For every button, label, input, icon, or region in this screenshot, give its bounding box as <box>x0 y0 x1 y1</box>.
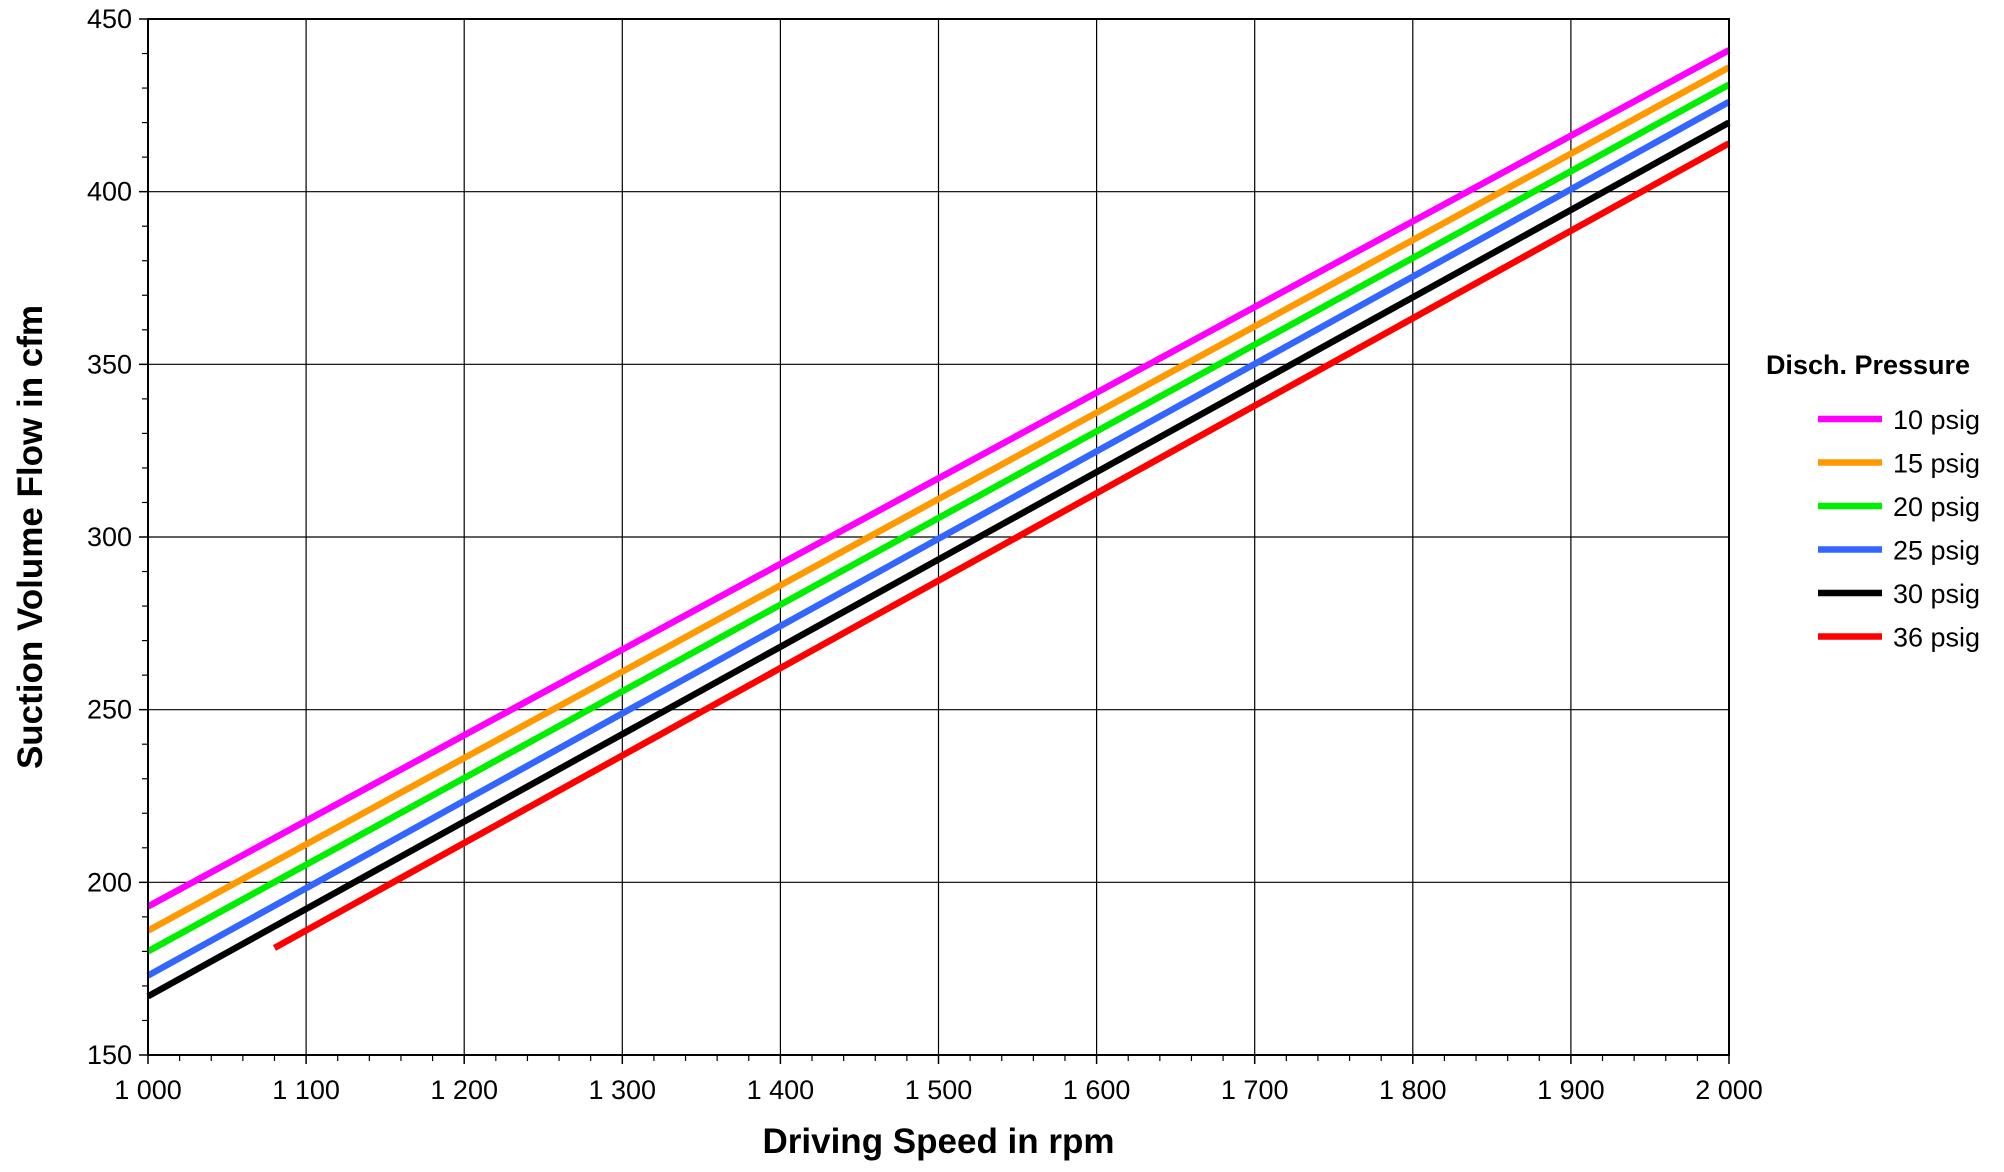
x-tick-label: 1 600 <box>1063 1075 1131 1105</box>
series-line <box>146 47 1731 910</box>
y-tick-label: 200 <box>87 867 132 897</box>
legend-label: 10 psig <box>1893 405 1980 435</box>
y-tick-label: 450 <box>87 4 132 34</box>
series-line <box>146 99 1731 979</box>
series-line <box>272 140 1731 951</box>
legend-label: 36 psig <box>1893 623 1980 653</box>
legend-label: 20 psig <box>1893 492 1980 522</box>
legend-title: Disch. Pressure <box>1766 350 1970 380</box>
x-tick-label: 1 200 <box>430 1075 498 1105</box>
x-tick-label: 1 500 <box>905 1075 973 1105</box>
legend-label: 15 psig <box>1893 449 1980 479</box>
series-line <box>146 81 1731 955</box>
x-tick-label: 1 300 <box>589 1075 657 1105</box>
x-tick-label: 1 900 <box>1537 1075 1605 1105</box>
x-axis-title: Driving Speed in rpm <box>763 1122 1115 1161</box>
series-line <box>146 119 1731 1000</box>
y-tick-label: 250 <box>87 695 132 725</box>
legend: Disch. Pressure 10 psig 15 psig 20 psig 25 … <box>1766 350 1980 653</box>
x-tick-label: 2 000 <box>1695 1075 1763 1105</box>
y-tick-label: 150 <box>87 1040 132 1070</box>
x-tick-label: 1 800 <box>1379 1075 1447 1105</box>
x-tick-label: 1 000 <box>114 1075 182 1105</box>
x-tick-label: 1 700 <box>1221 1075 1289 1105</box>
series-line <box>146 64 1731 934</box>
y-axis-title: Suction Volume Flow in cfm <box>11 305 50 769</box>
y-tick-label: 400 <box>87 177 132 207</box>
series-lines <box>146 47 1731 1000</box>
x-tick-label: 1 400 <box>747 1075 815 1105</box>
y-tick-label: 300 <box>87 522 132 552</box>
legend-label: 30 psig <box>1893 579 1980 609</box>
x-tick-label: 1 100 <box>272 1075 340 1105</box>
axis-ticks: 1 000 1 100 1 200 1 300 1 400 1 500 1 600 1 700… <box>87 4 1763 1105</box>
y-tick-label: 350 <box>87 349 132 379</box>
legend-label: 25 psig <box>1893 536 1980 566</box>
